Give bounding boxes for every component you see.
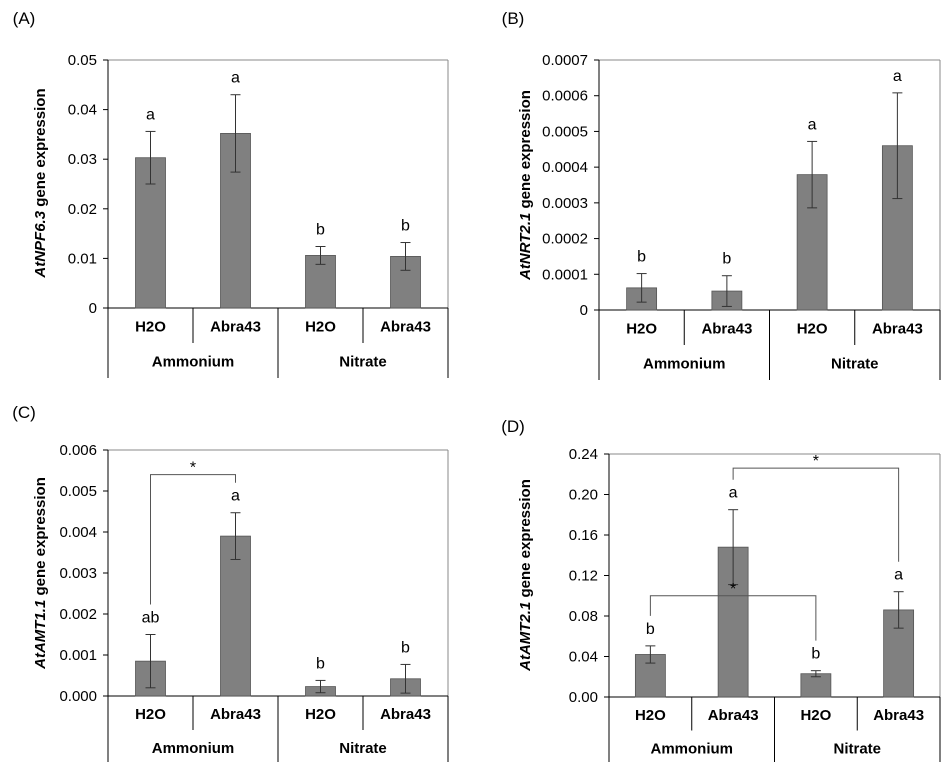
y-tick-label: 0.0006 <box>542 88 588 105</box>
category-label: H2O <box>135 706 166 723</box>
y-tick-label: 0.002 <box>59 606 97 623</box>
group-label: Nitrate <box>339 354 387 371</box>
significance-letter: b <box>646 621 655 638</box>
y-tick-label: 0.00 <box>569 689 598 706</box>
y-tick-label: 0.001 <box>59 647 97 664</box>
y-tick-label: 0.12 <box>569 568 598 585</box>
group-label: Nitrate <box>833 740 881 757</box>
category-label: H2O <box>626 321 657 338</box>
comparison-bracket <box>150 474 236 605</box>
y-tick-label: 0.005 <box>59 483 97 500</box>
y-tick-label: 0.16 <box>569 527 598 544</box>
significance-letter: b <box>637 249 646 266</box>
group-label: Nitrate <box>831 356 879 373</box>
category-label: Abra43 <box>380 706 431 723</box>
panel-label: (D) <box>501 417 525 436</box>
category-label: Abra43 <box>210 706 261 723</box>
y-tick-label: 0.03 <box>68 151 97 168</box>
chart-panel-d: (D) AtAMT2.1 gene expression 0.00 0.04 0.08 0… <box>501 417 941 764</box>
y-tick-label: 0.05 <box>68 52 97 69</box>
bracket-asterisk: * <box>730 581 736 598</box>
category-label: H2O <box>797 321 828 338</box>
group-label: Ammonium <box>152 354 235 371</box>
y-tick-label: 0.0002 <box>542 231 588 248</box>
significance-letter: a <box>146 106 155 123</box>
panel-label: (A) <box>13 9 36 28</box>
y-tick-label: 0 <box>580 302 588 319</box>
category-label: Abra43 <box>872 321 923 338</box>
y-tick-label: 0.04 <box>569 649 598 666</box>
category-label: Abra43 <box>701 321 752 338</box>
category-label: Abra43 <box>380 319 431 336</box>
y-axis-label: AtAMT1.1 gene expression <box>32 477 49 670</box>
y-axis-label: AtAMT2.1 gene expression <box>517 479 534 672</box>
significance-letter: ab <box>142 610 160 627</box>
y-tick-label: 0.006 <box>59 442 97 459</box>
y-tick-label: 0.004 <box>59 524 97 541</box>
y-axis-label: AtNPF6.3 gene expression <box>32 88 49 278</box>
y-tick-label: 0.0003 <box>542 195 588 212</box>
significance-letter: b <box>316 221 325 238</box>
bracket-asterisk: * <box>813 453 819 470</box>
y-tick-label: 0.0005 <box>542 123 588 140</box>
y-tick-label: 0.24 <box>569 446 598 463</box>
y-axis-label-gene: AtAMT1.1 <box>32 600 49 670</box>
y-axis-label: AtNRT2.1 gene expression <box>517 90 534 281</box>
y-axis-label-text: gene expression <box>32 477 49 600</box>
chart-panel-c: (C) AtAMT1.1 gene expression 0.000 0.001 0.0… <box>12 403 449 764</box>
category-label: H2O <box>305 706 336 723</box>
y-tick-label: 0.0001 <box>542 266 588 283</box>
group-label: Nitrate <box>339 740 387 757</box>
y-axis-label-gene: AtAMT2.1 <box>517 602 534 672</box>
y-tick-label: 0.04 <box>68 102 97 119</box>
category-label: H2O <box>135 319 166 336</box>
group-label: Ammonium <box>152 740 235 757</box>
significance-letter: a <box>231 488 240 505</box>
y-axis-label-text: gene expression <box>517 479 534 602</box>
significance-letter: a <box>894 567 903 584</box>
significance-letter: b <box>722 251 731 268</box>
group-label: Ammonium <box>643 356 726 373</box>
y-axis-label-gene: AtNRT2.1 <box>517 213 534 281</box>
chart-panel-b: (B) AtNRT2.1 gene expression 0 0.0001 0.0002… <box>502 9 941 380</box>
category-label: H2O <box>635 707 666 724</box>
comparison-bracket <box>732 467 900 562</box>
category-label: H2O <box>305 319 336 336</box>
y-tick-label: 0.0004 <box>542 159 588 176</box>
comparison-bracket <box>649 595 817 641</box>
panel-label: (C) <box>12 403 36 422</box>
chart-panel-a: (A) AtNPF6.3 gene expression 0 0.01 0.02 0.03… <box>13 9 449 378</box>
y-tick-label: 0.20 <box>569 487 598 504</box>
significance-letter: b <box>401 639 410 656</box>
y-tick-label: 0.01 <box>68 250 97 267</box>
significance-letter: a <box>808 116 817 133</box>
category-label: Abra43 <box>873 707 924 724</box>
significance-letter: a <box>729 485 738 502</box>
category-label: Abra43 <box>210 319 261 336</box>
y-tick-label: 0.003 <box>59 565 97 582</box>
bar <box>220 535 251 697</box>
bracket-asterisk: * <box>190 460 196 477</box>
significance-letter: a <box>231 70 240 87</box>
significance-letter: a <box>893 68 902 85</box>
y-axis-label-text: gene expression <box>32 88 49 211</box>
panel-label: (B) <box>502 9 525 28</box>
group-label: Ammonium <box>651 740 734 757</box>
y-tick-label: 0.02 <box>68 201 97 218</box>
y-axis-label-gene: AtNPF6.3 <box>32 210 49 278</box>
significance-letter: b <box>811 646 820 663</box>
y-tick-label: 0.0007 <box>542 52 588 69</box>
y-tick-label: 0 <box>89 300 97 317</box>
y-axis-label-text: gene expression <box>517 90 534 213</box>
y-tick-label: 0.000 <box>59 688 97 705</box>
y-tick-label: 0.08 <box>569 608 598 625</box>
category-label: H2O <box>800 707 831 724</box>
significance-letter: b <box>401 218 410 235</box>
significance-letter: b <box>316 655 325 672</box>
category-label: Abra43 <box>708 707 759 724</box>
